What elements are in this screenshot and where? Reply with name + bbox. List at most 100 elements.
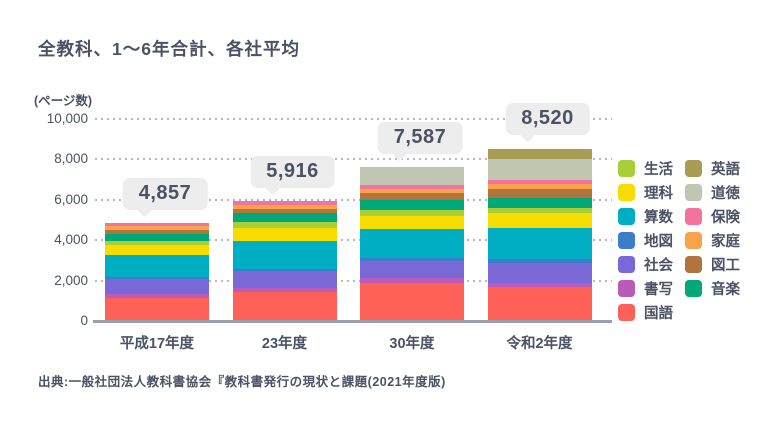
bar-segment-国語 [232,292,337,321]
y-axis-unit-label: (ページ数) [34,94,93,108]
legend-label-算数: 算数 [644,210,673,226]
bar-segment-保険 [232,201,337,205]
y-tick-label-0: 0 [80,313,88,328]
total-callout-令和2年度: 8,520 [505,103,590,143]
bar-segment-地図 [232,269,337,272]
total-callout-30年度: 7,587 [377,122,463,162]
bar-segment-保険 [487,180,592,185]
legend-swatch-英語 [685,160,702,177]
bar-segment-道徳 [360,167,464,186]
legend-item-生活: 生活 [618,160,673,178]
legend-item-音楽: 音楽 [685,280,740,298]
legend-swatch-保険 [685,208,702,225]
bar-segment-社会 [487,262,592,283]
bar-segment-国語 [360,282,464,321]
legend-item-図工: 図工 [685,256,740,274]
y-tick-label-10000: 10,000 [46,110,88,126]
y-tick-label-2000: 2,000 [54,272,88,288]
bar-segment-書写 [232,287,337,293]
legend-item-英語: 英語 [685,160,740,178]
bar-segment-図工 [232,208,337,213]
legend-swatch-社会 [618,256,635,273]
legend-item-理科: 理科 [618,184,673,202]
gridline-8000 [95,158,612,160]
bar-segment-理科 [105,245,209,256]
legend-swatch-地図 [618,232,635,249]
bar-segment-生活 [487,207,592,213]
bar-segment-書写 [487,282,592,288]
legend-item-算数: 算数 [618,208,673,226]
bar-segment-家庭 [232,204,337,209]
legend-label-地図: 地図 [644,234,673,250]
bar-segment-理科 [232,227,337,242]
bar-segment-社会 [232,271,337,288]
bar-segment-算数 [232,241,337,270]
bar-segment-社会 [105,279,209,295]
x-axis-label-平成17年度: 平成17年度 [119,336,195,352]
bar-segment-書写 [105,294,209,299]
legend-label-書写: 書写 [644,282,673,298]
legend-label-家庭: 家庭 [711,234,740,250]
legend: 生活 理科 算数 地図 社会 書写 国語 英語 道徳 保険 家庭 図工 音楽 [618,160,740,322]
bar-segment-地図 [360,258,464,262]
legend-swatch-国語 [618,304,635,321]
bar-segment-保険 [360,185,464,189]
bar-segment-地図 [487,259,592,263]
bar-segment-地図 [105,277,209,280]
legend-item-書写: 書写 [618,280,673,298]
legend-label-図工: 図工 [711,258,740,274]
stacked-bar-23年度 [232,201,337,321]
bar-segment-算数 [360,229,464,259]
bar-segment-生活 [360,209,464,216]
bar-segment-図工 [360,192,464,200]
bar-segment-家庭 [487,184,592,190]
legend-item-国語: 国語 [618,304,673,322]
legend-swatch-算数 [618,208,635,225]
legend-label-道徳: 道徳 [711,186,740,202]
bar-segment-社会 [360,261,464,279]
bar-segment-音楽 [360,199,464,210]
legend-label-国語: 国語 [644,306,673,322]
bar-segment-生活 [105,240,209,246]
bar-segment-保険 [105,222,209,227]
x-axis-line [93,320,612,323]
bar-segment-国語 [105,298,209,321]
bar-segment-道徳 [487,159,592,181]
bar-segment-図工 [105,229,209,234]
bar-segment-書写 [360,278,464,283]
legend-swatch-道徳 [685,184,702,201]
x-axis-label-30年度: 30年度 [389,336,435,352]
bar-segment-算数 [487,227,592,260]
gridline-6000 [95,198,612,201]
stacked-bar-令和2年度 [487,148,592,321]
total-callout-平成17年度: 4,857 [122,177,208,218]
legend-swatch-生活 [618,160,635,177]
callout-tail [518,125,536,143]
bar-segment-生活 [232,221,337,228]
y-tick-label-8000: 8,000 [54,151,88,166]
bar-segment-音楽 [232,212,337,222]
bar-segment-音楽 [487,197,592,208]
legend-left-column: 生活 理科 算数 地図 社会 書写 国語 [618,160,673,322]
legend-swatch-書写 [618,280,635,297]
legend-label-保険: 保険 [711,210,740,226]
bar-segment-理科 [360,215,464,230]
legend-item-家庭: 家庭 [685,232,740,250]
gridline-10000 [95,117,612,120]
legend-label-英語: 英語 [711,162,740,178]
legend-item-道徳: 道徳 [685,184,740,202]
bar-segment-算数 [105,255,209,278]
legend-swatch-音楽 [685,280,702,297]
callout-tail [136,200,154,218]
y-tick-label-4000: 4,000 [54,232,88,247]
x-axis-label-23年度: 23年度 [261,336,308,352]
stacked-bar-平成17年度 [105,222,209,321]
legend-swatch-家庭 [685,232,702,249]
legend-label-生活: 生活 [644,162,673,178]
bar-segment-国語 [487,287,592,321]
gridline-4000 [95,239,612,241]
legend-right-column: 英語道徳保険家庭図工音楽 [685,160,740,321]
source-citation: 出典:一般社団法人教科書協会『教科書発行の現状と課題(2021年度版) [38,375,446,389]
legend-item-地図: 地図 [618,232,673,250]
